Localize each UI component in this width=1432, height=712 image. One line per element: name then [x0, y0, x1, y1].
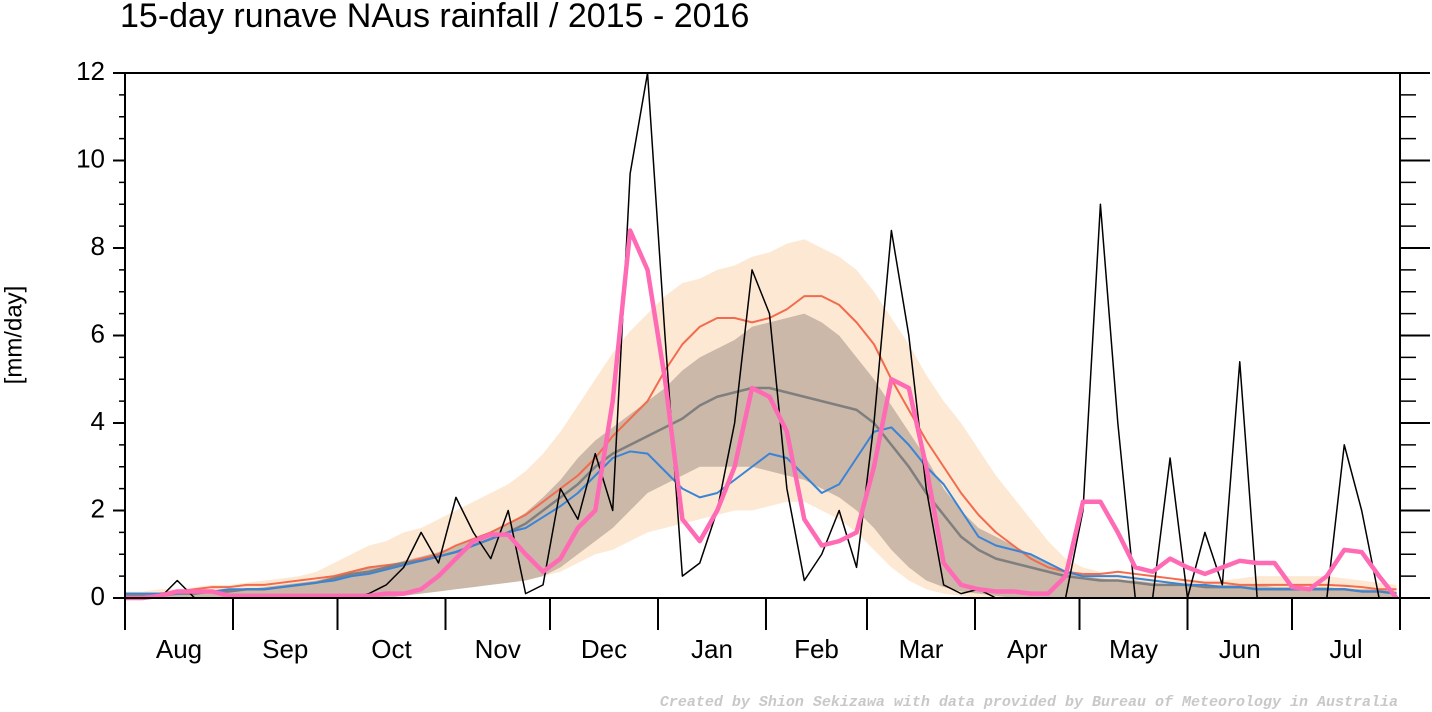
x-category-label: Sep: [262, 634, 308, 664]
x-category-label: Jun: [1219, 634, 1261, 664]
y-tick-label: 10: [76, 143, 105, 173]
line: [125, 228, 1399, 601]
y-tick-label: 4: [91, 406, 105, 436]
y-tick-label: 2: [91, 493, 105, 523]
y-tick-label: 6: [91, 318, 105, 348]
x-category-label: Jan: [691, 634, 733, 664]
x-category-label: Oct: [371, 634, 412, 664]
chart-title: 15-day runave NAus rainfall / 2015 - 201…: [120, 0, 749, 35]
y-tick-label: 8: [91, 231, 105, 261]
x-category-label: Mar: [899, 634, 944, 664]
credit: Created by Shion Sekizawa with data prov…: [660, 694, 1398, 711]
x-category-label: Feb: [794, 634, 839, 664]
x-category-label: Apr: [1007, 634, 1048, 664]
x-category-label: May: [1109, 634, 1158, 664]
band: [125, 313, 1397, 598]
y-tick-label: 0: [91, 581, 105, 611]
x-category-label: Dec: [581, 634, 627, 664]
y-axis-label: [mm/day]: [0, 286, 27, 385]
x-category-label: Aug: [156, 634, 202, 664]
y-tick-label: 12: [76, 56, 105, 86]
x-category-label: Jul: [1329, 634, 1362, 664]
x-category-label: Nov: [475, 634, 521, 664]
line: [125, 426, 1397, 595]
